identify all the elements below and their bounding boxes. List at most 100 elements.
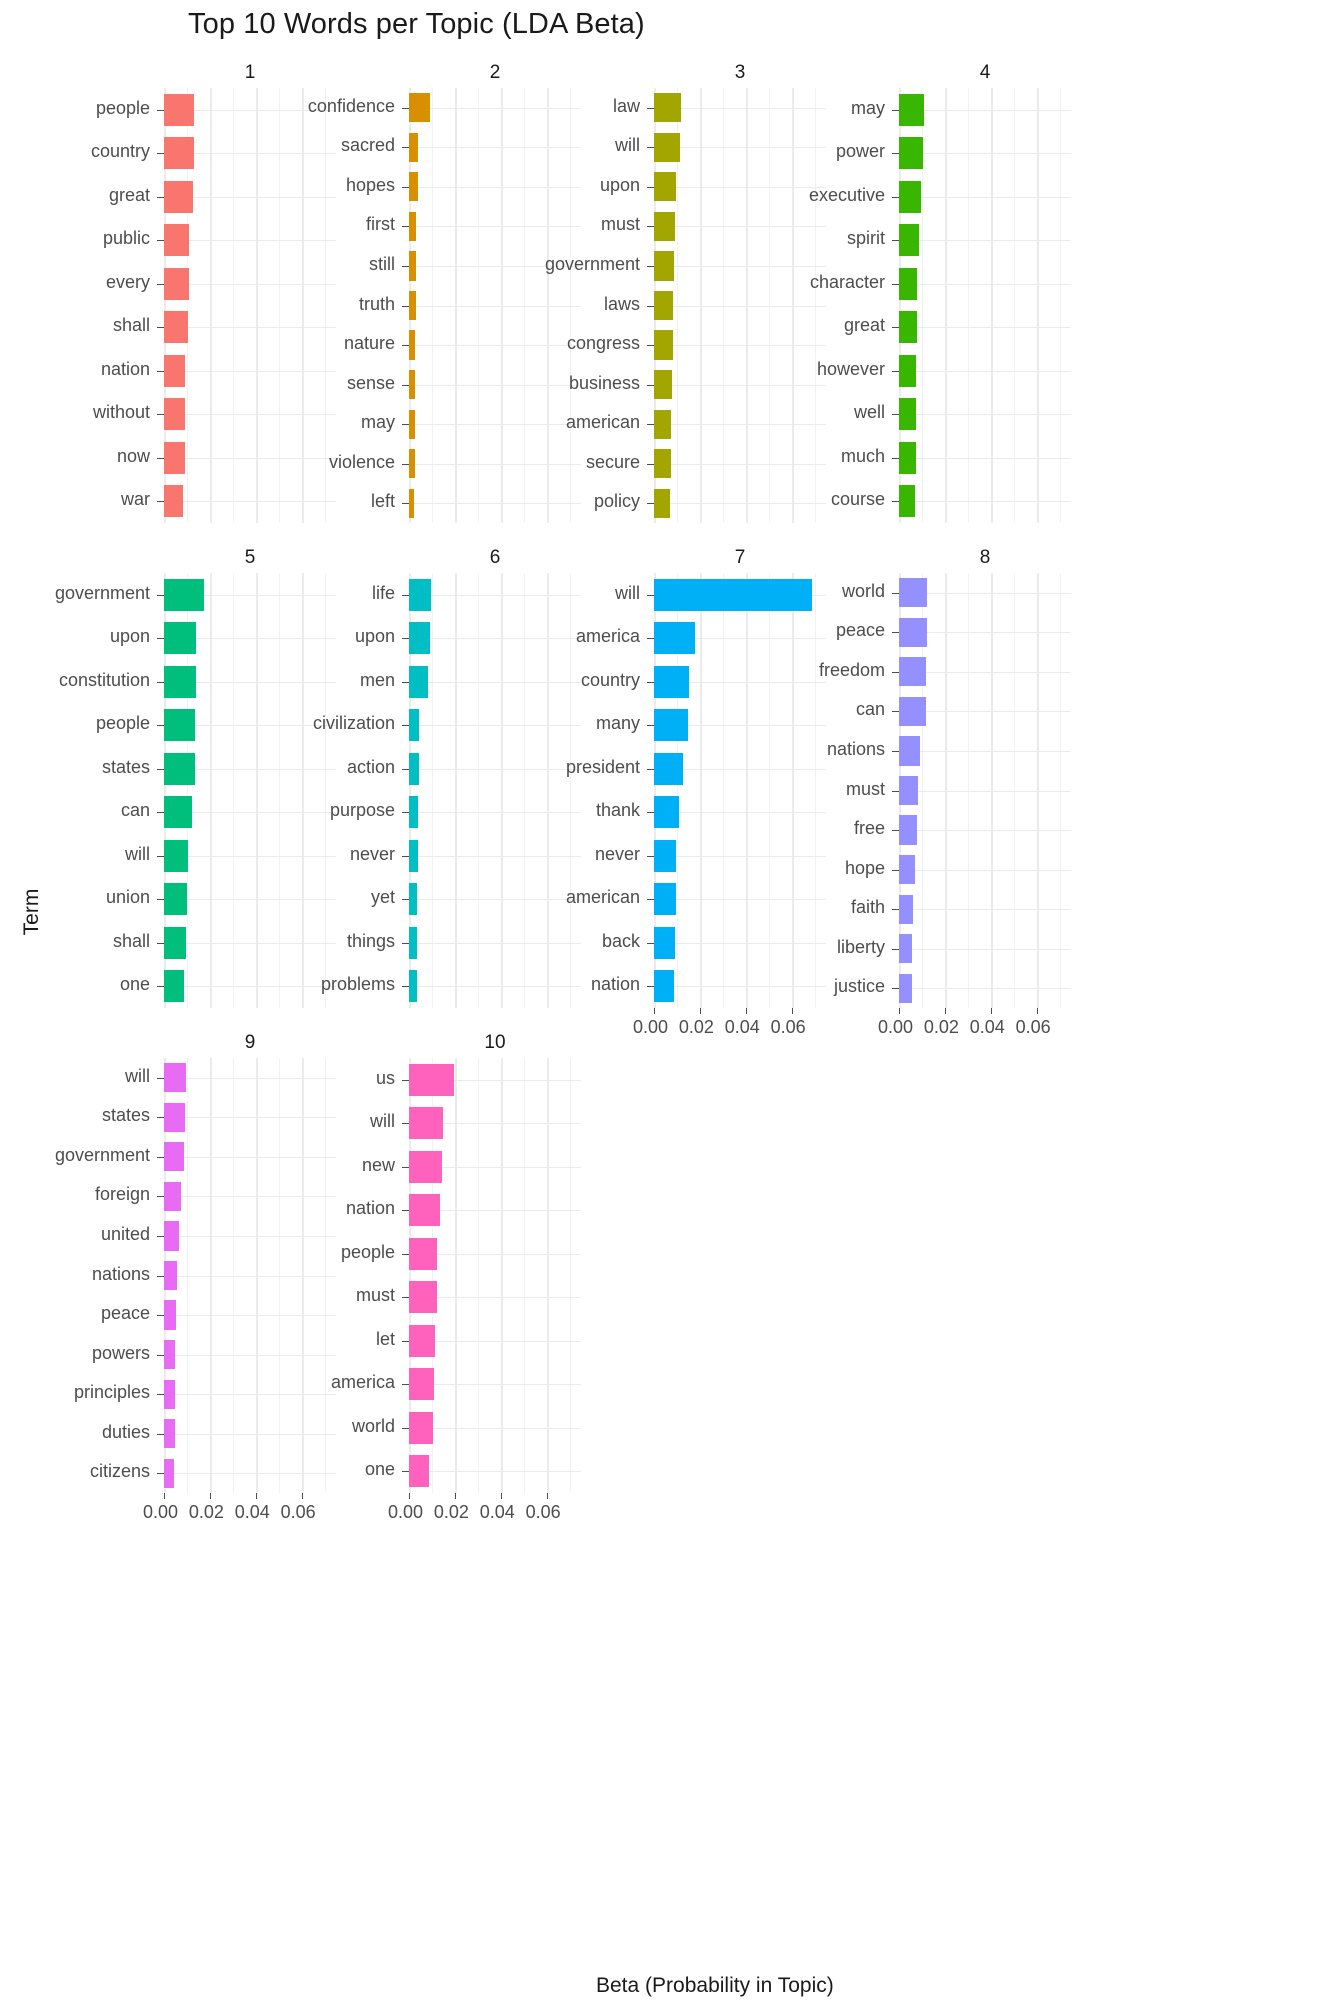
y-tick-mark — [402, 812, 409, 814]
gridline-major — [301, 573, 304, 1008]
y-tick-label: public — [102, 228, 150, 249]
gridline-horizontal — [899, 711, 1071, 713]
bar-great — [899, 311, 917, 344]
gridline-horizontal — [409, 345, 581, 347]
x-tick-label: 0.02 — [923, 1017, 959, 1037]
bar-life — [409, 578, 431, 611]
y-tick-mark — [892, 790, 899, 792]
y-tick-mark — [157, 1354, 164, 1356]
bar-problems — [409, 970, 417, 1003]
bar-shall — [164, 311, 188, 344]
y-tick-mark — [402, 1427, 409, 1429]
y-tick-label: action — [346, 756, 395, 777]
y-tick-label: can — [855, 699, 885, 720]
gridline-major — [791, 573, 794, 1008]
gridline-horizontal — [409, 638, 581, 640]
bar-will — [654, 132, 680, 162]
gridline-major — [164, 573, 166, 1008]
gridline-horizontal — [409, 503, 581, 505]
y-tick-mark — [402, 1210, 409, 1212]
bar-must — [899, 775, 919, 806]
gridline-horizontal — [164, 812, 336, 814]
y-tick-label: course — [830, 489, 885, 510]
facet-panel — [899, 88, 1071, 523]
y-tick-mark — [892, 196, 899, 198]
y-tick-label: will — [370, 1111, 395, 1132]
gridline-horizontal — [409, 226, 581, 228]
gridline-horizontal — [654, 942, 826, 944]
bar-nations — [899, 736, 920, 766]
y-tick-label: one — [119, 974, 150, 995]
bar-can — [164, 796, 192, 829]
y-tick-mark — [157, 370, 164, 372]
y-tick-mark — [157, 153, 164, 155]
y-tick-mark — [402, 1297, 409, 1299]
x-tick-label: 0.04 — [234, 1502, 270, 1522]
x-tick-mark — [899, 1008, 900, 1014]
gridline-major — [1036, 88, 1039, 523]
y-tick-mark — [647, 638, 654, 640]
y-tick-mark — [892, 632, 899, 634]
bar-left — [409, 488, 415, 518]
gridline-horizontal — [409, 681, 581, 683]
y-tick-label: let — [375, 1328, 395, 1349]
bar-truth — [409, 290, 416, 321]
y-tick-label: government — [54, 582, 150, 603]
y-tick-mark — [157, 1315, 164, 1317]
x-tick-mark — [255, 1493, 257, 1499]
y-tick-label: world — [841, 580, 885, 601]
y-tick-mark — [647, 226, 654, 228]
y-tick-mark — [402, 1253, 409, 1255]
bar-spirit — [899, 224, 920, 257]
bar-may — [899, 93, 924, 126]
y-tick-mark — [402, 384, 409, 386]
bar-character — [899, 267, 918, 300]
y-tick-label: government — [544, 253, 640, 274]
gridline-horizontal — [654, 384, 826, 386]
bar-however — [899, 354, 917, 387]
gridline-horizontal — [164, 1433, 336, 1435]
y-tick-label: foreign — [94, 1184, 150, 1205]
bar-foreign — [164, 1181, 181, 1212]
gridline-major — [209, 88, 212, 523]
x-tick-mark — [164, 1493, 165, 1499]
gridline-horizontal — [164, 594, 336, 596]
gridline-horizontal — [654, 503, 826, 505]
gridline-major — [255, 573, 258, 1008]
bar-one — [409, 1455, 430, 1488]
gridline-horizontal — [899, 283, 1071, 285]
y-tick-label: america — [330, 1372, 395, 1393]
y-tick-mark — [892, 948, 899, 950]
y-tick-mark — [402, 768, 409, 770]
y-tick-label: thank — [595, 800, 640, 821]
y-tick-label: executive — [808, 184, 885, 205]
bar-purpose — [409, 796, 419, 829]
y-tick-label: sense — [346, 372, 395, 393]
gridline-horizontal — [164, 1117, 336, 1119]
bar-nature — [409, 330, 416, 360]
y-tick-label: world — [351, 1415, 395, 1436]
gridline-horizontal — [654, 226, 826, 228]
gridline-horizontal — [899, 414, 1071, 416]
y-tick-label: hopes — [345, 174, 395, 195]
panel-gridlines — [409, 1058, 581, 1493]
gridline-horizontal — [899, 632, 1071, 634]
gridline-major — [944, 88, 947, 523]
y-tick-mark — [157, 1394, 164, 1396]
gridline-minor — [278, 88, 280, 523]
gridline-horizontal — [164, 1394, 336, 1396]
y-tick-mark — [157, 457, 164, 459]
gridline-horizontal — [409, 1427, 581, 1429]
y-tick-mark — [157, 1275, 164, 1277]
panel-gridlines — [654, 573, 826, 1008]
bar-people — [164, 93, 195, 126]
facet-strip-label: 6 — [489, 547, 501, 568]
bar-us — [409, 1063, 454, 1096]
gridline-horizontal — [899, 988, 1071, 990]
gridline-horizontal — [899, 671, 1071, 673]
gridline-horizontal — [164, 153, 336, 155]
y-tick-label: must — [355, 1285, 395, 1306]
panel-gridlines — [409, 573, 581, 1008]
gridline-horizontal — [164, 986, 336, 988]
